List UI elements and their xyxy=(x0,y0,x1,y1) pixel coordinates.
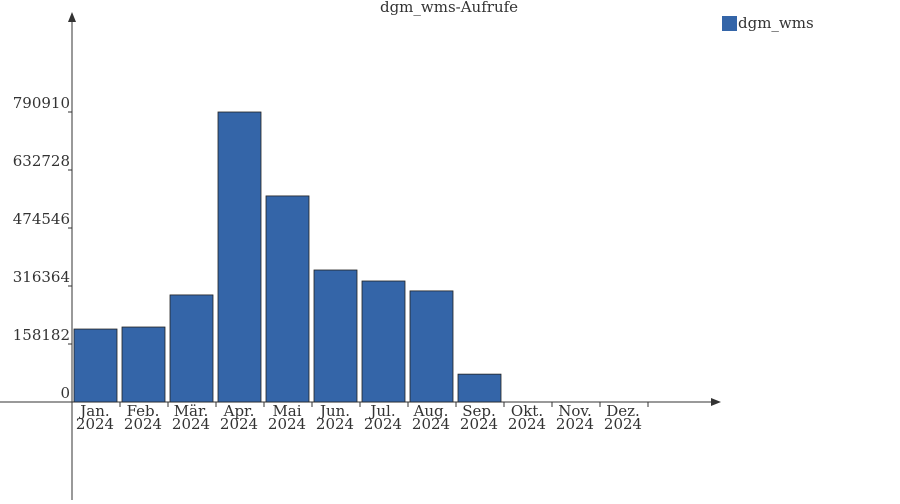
bar xyxy=(217,111,262,403)
x-axis-arrow xyxy=(711,398,721,406)
y-axis-arrow xyxy=(68,12,76,22)
y-tick-label: 474546 xyxy=(13,210,70,228)
chart-title: dgm_wms-Aufrufe xyxy=(380,0,518,16)
x-tick-label: Jul. 2024 xyxy=(364,402,402,433)
y-tick-label: 790910 xyxy=(13,94,70,112)
y-tick-label: 0 xyxy=(60,384,70,402)
bar xyxy=(169,294,214,403)
bar xyxy=(73,328,118,403)
x-tick-label: Dez. 2024 xyxy=(604,402,642,433)
x-tick-label: Sep. 2024 xyxy=(460,402,498,433)
x-tick-label: Mär. 2024 xyxy=(172,402,210,433)
y-tick-label: 632728 xyxy=(13,152,70,170)
x-tick-label: Jan. 2024 xyxy=(76,402,114,433)
x-tick-label: Apr. 2024 xyxy=(220,402,258,433)
bar xyxy=(265,195,310,403)
y-tick-label: 158182 xyxy=(13,326,70,344)
y-tick-label: 316364 xyxy=(13,268,70,286)
x-tick-label: Nov. 2024 xyxy=(556,402,594,433)
x-tick-label: Feb. 2024 xyxy=(124,402,162,433)
bar xyxy=(457,373,502,403)
x-tick-label: Aug. 2024 xyxy=(412,402,450,433)
bar xyxy=(313,269,358,403)
bar xyxy=(409,290,454,403)
bar xyxy=(121,326,166,403)
x-tick-label: Mai 2024 xyxy=(268,402,306,433)
x-tick-label: Jun. 2024 xyxy=(316,402,354,433)
legend-swatch xyxy=(722,16,737,31)
legend-label: dgm_wms xyxy=(738,14,814,32)
x-tick-label: Okt. 2024 xyxy=(508,402,546,433)
bar xyxy=(361,280,406,403)
